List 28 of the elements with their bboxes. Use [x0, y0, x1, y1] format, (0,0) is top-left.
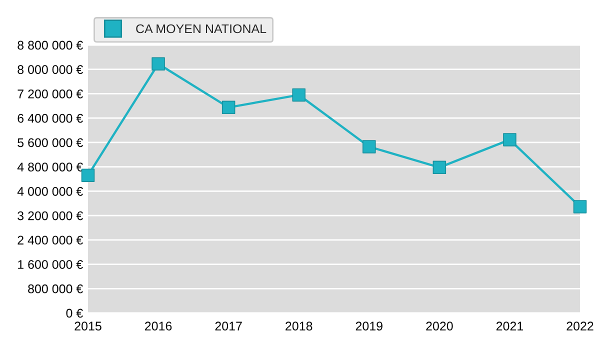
y-tick-label: 4 000 000 € — [17, 186, 83, 196]
y-tick-label: 7 200 000 € — [18, 90, 83, 98]
y-tick-label: 6 400 000 € — [18, 114, 83, 123]
y-tick-label: 800 000 € — [28, 284, 83, 294]
y-tick-label: 8 800 000 € — [18, 40, 83, 50]
y-tick-label: 2 400 000 € — [18, 236, 83, 245]
x-tick-label: 2019 — [356, 322, 382, 331]
point — [573, 200, 587, 214]
legend-label: CA MOYEN NATIONAL — [136, 24, 266, 34]
y-tick-label: 5 600 000 € — [18, 138, 83, 148]
point — [152, 57, 165, 71]
x-tick-label: 2018 — [286, 322, 312, 331]
point — [432, 160, 446, 174]
x-tick-label: 2016 — [145, 322, 172, 331]
point — [222, 100, 236, 114]
point — [503, 133, 516, 146]
y-tick-label: 1 600 000 € — [18, 260, 83, 269]
point — [292, 88, 306, 102]
x-tick-label: 2020 — [426, 322, 453, 331]
point — [362, 140, 376, 154]
x-tick-label: 2015 — [74, 322, 102, 331]
x-tick-label: 2017 — [215, 322, 242, 331]
x-tick-label: 2021 — [496, 322, 524, 331]
y-tick-label: 8 000 000 € — [18, 65, 83, 74]
y-tick-label: 0 € — [66, 308, 83, 318]
point — [81, 168, 95, 182]
y-tick-label: 3 200 000 € — [18, 211, 83, 220]
x-tick-label: 2022 — [566, 322, 594, 331]
